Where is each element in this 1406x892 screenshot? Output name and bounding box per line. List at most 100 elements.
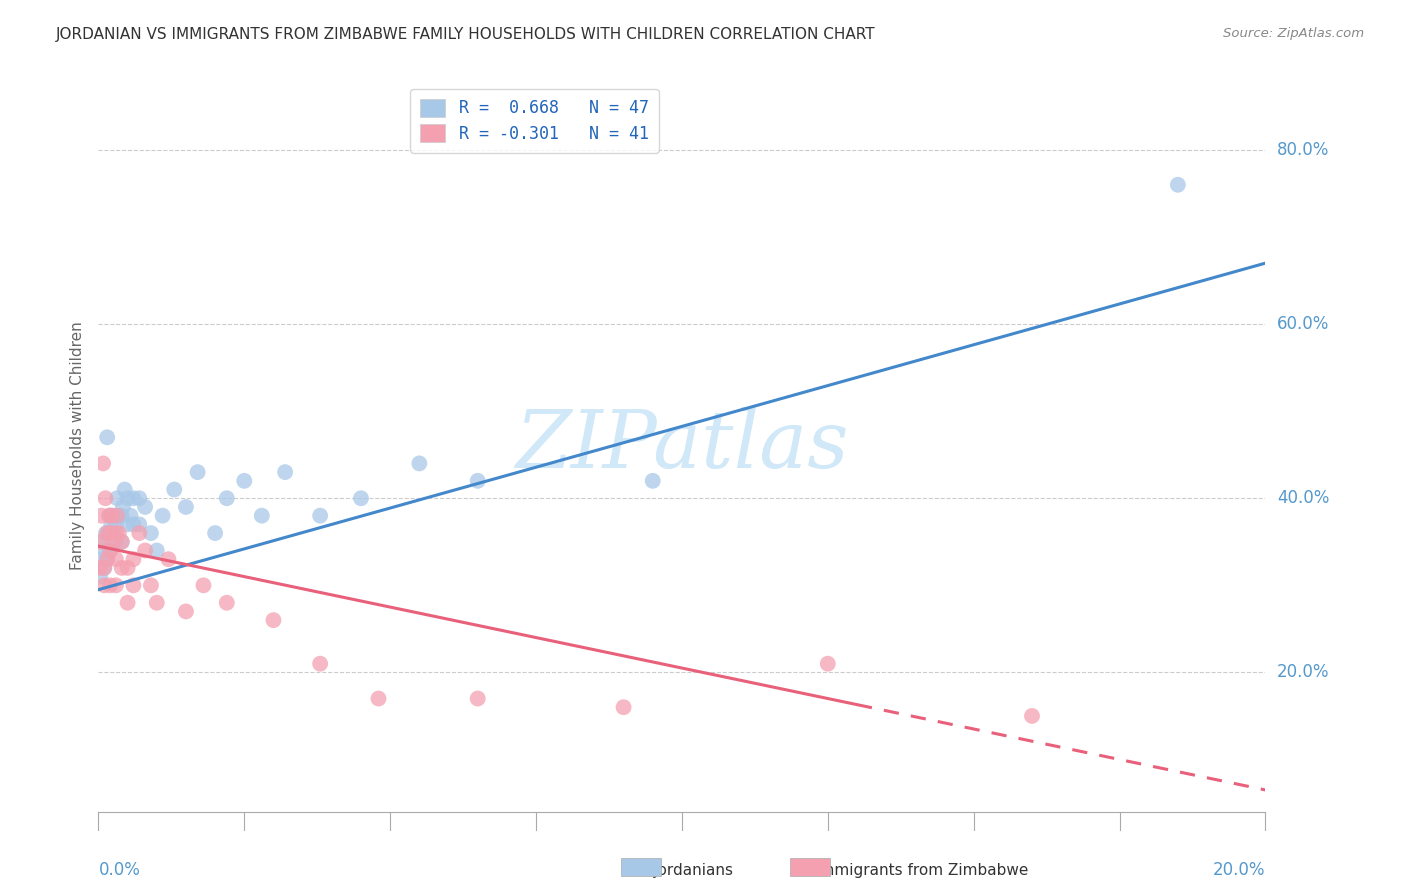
- Point: [467, 691, 489, 706]
- Text: 60.0%: 60.0%: [1277, 315, 1330, 333]
- Point: [96, 552, 118, 566]
- Point: [94, 491, 117, 506]
- Point: [122, 491, 145, 506]
- Point: [122, 552, 145, 566]
- Point: [309, 508, 332, 523]
- Point: [146, 543, 169, 558]
- Point: [1021, 709, 1043, 723]
- Point: [146, 596, 169, 610]
- Text: Immigrants from Zimbabwe: Immigrants from Zimbabwe: [815, 863, 1029, 878]
- Point: [96, 526, 118, 541]
- Point: [108, 526, 131, 541]
- Point: [350, 491, 373, 506]
- Point: [97, 508, 120, 523]
- Point: [111, 500, 134, 514]
- Point: [104, 534, 127, 549]
- Point: [98, 543, 121, 558]
- Text: ZIPatlas: ZIPatlas: [515, 408, 849, 484]
- Point: [187, 465, 209, 479]
- Point: [111, 534, 134, 549]
- Point: [94, 526, 117, 541]
- Point: [367, 691, 389, 706]
- Point: [134, 543, 156, 558]
- Point: [90, 552, 112, 566]
- Point: [98, 508, 121, 523]
- Point: [152, 508, 174, 523]
- Point: [93, 561, 115, 575]
- Point: [90, 508, 112, 523]
- Point: [111, 561, 134, 575]
- Point: [120, 508, 142, 523]
- Legend: R =  0.668   N = 47, R = -0.301   N = 41: R = 0.668 N = 47, R = -0.301 N = 41: [411, 88, 658, 153]
- Text: JORDANIAN VS IMMIGRANTS FROM ZIMBABWE FAMILY HOUSEHOLDS WITH CHILDREN CORRELATIO: JORDANIAN VS IMMIGRANTS FROM ZIMBABWE FA…: [56, 27, 876, 42]
- Point: [122, 517, 145, 532]
- Point: [157, 552, 180, 566]
- Point: [89, 534, 111, 549]
- Text: Source: ZipAtlas.com: Source: ZipAtlas.com: [1223, 27, 1364, 40]
- Point: [163, 483, 186, 497]
- Point: [96, 552, 118, 566]
- Text: 80.0%: 80.0%: [1277, 141, 1330, 159]
- Point: [93, 561, 115, 575]
- Point: [139, 526, 162, 541]
- Point: [139, 578, 162, 592]
- Point: [122, 578, 145, 592]
- Point: [111, 534, 134, 549]
- Point: [91, 457, 114, 471]
- Text: 40.0%: 40.0%: [1277, 489, 1330, 508]
- Point: [117, 561, 139, 575]
- Point: [193, 578, 215, 592]
- Point: [93, 578, 115, 592]
- Point: [641, 474, 664, 488]
- Point: [108, 508, 131, 523]
- Point: [174, 500, 197, 514]
- Point: [100, 517, 122, 532]
- Point: [408, 457, 430, 471]
- Point: [215, 491, 238, 506]
- Point: [101, 508, 124, 523]
- Point: [128, 517, 150, 532]
- Text: 20.0%: 20.0%: [1213, 861, 1265, 879]
- Point: [104, 578, 127, 592]
- Text: Jordanians: Jordanians: [654, 863, 734, 878]
- Point: [98, 543, 121, 558]
- Point: [89, 561, 111, 575]
- Point: [100, 508, 122, 523]
- Point: [215, 596, 238, 610]
- Point: [98, 578, 121, 592]
- Point: [134, 500, 156, 514]
- Point: [98, 526, 121, 541]
- Point: [117, 596, 139, 610]
- Y-axis label: Family Households with Children: Family Households with Children: [69, 322, 84, 570]
- Point: [1167, 178, 1189, 192]
- Point: [89, 569, 111, 583]
- Point: [128, 526, 150, 541]
- Point: [111, 508, 134, 523]
- Point: [467, 474, 489, 488]
- Point: [309, 657, 332, 671]
- Point: [174, 604, 197, 618]
- Point: [204, 526, 226, 541]
- Point: [97, 526, 120, 541]
- Point: [274, 465, 297, 479]
- Point: [104, 517, 127, 532]
- Point: [117, 491, 139, 506]
- Point: [262, 613, 284, 627]
- Point: [94, 543, 117, 558]
- Point: [612, 700, 634, 714]
- Point: [96, 430, 118, 444]
- Text: 20.0%: 20.0%: [1277, 664, 1330, 681]
- Point: [104, 526, 127, 541]
- Point: [117, 517, 139, 532]
- Point: [104, 552, 127, 566]
- Point: [250, 508, 273, 523]
- Point: [105, 508, 128, 523]
- Point: [101, 534, 124, 549]
- Point: [91, 534, 114, 549]
- Point: [233, 474, 256, 488]
- Point: [105, 491, 128, 506]
- Text: 0.0%: 0.0%: [98, 861, 141, 879]
- Point: [128, 491, 150, 506]
- Point: [114, 483, 136, 497]
- Point: [817, 657, 839, 671]
